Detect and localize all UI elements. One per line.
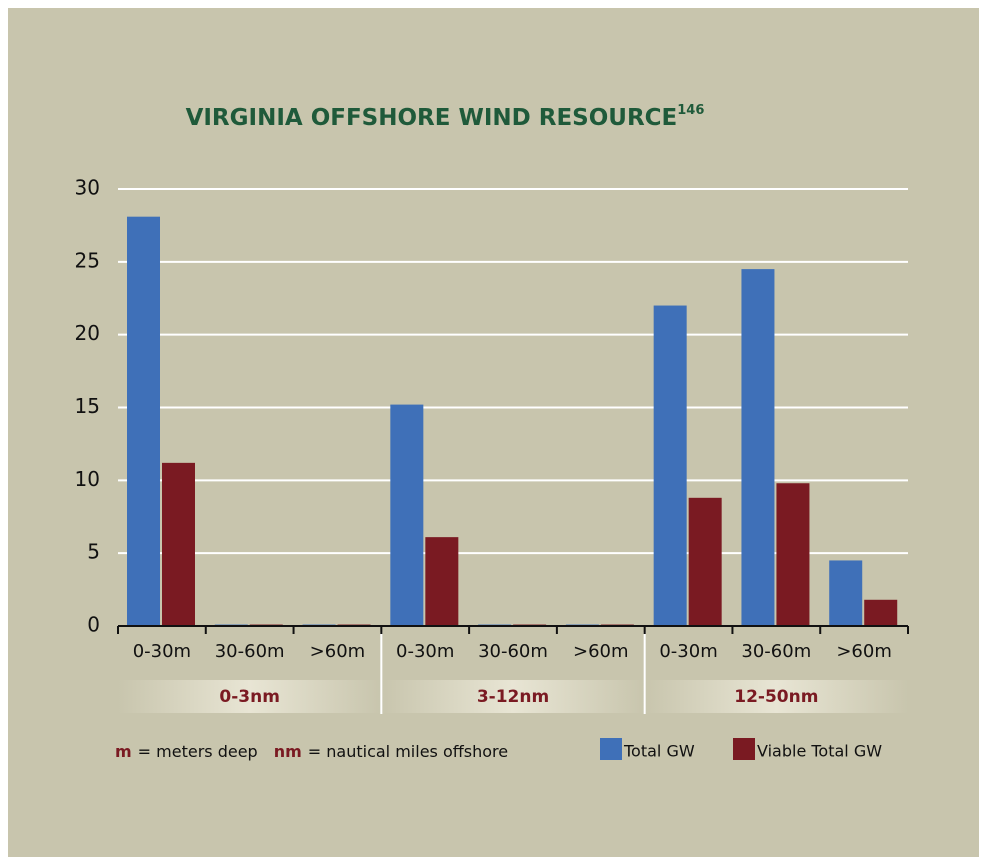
x-tick-label: 30-60m xyxy=(215,641,285,662)
group-band xyxy=(118,680,382,713)
bar xyxy=(425,537,459,626)
note-text: = nautical miles offshore xyxy=(308,742,508,761)
x-tick-label: 0-30m xyxy=(396,641,454,662)
group-label: 12-50nm xyxy=(734,687,818,707)
x-tick-label: >60m xyxy=(573,641,629,662)
bar xyxy=(688,497,722,626)
x-tick-label: 0-30m xyxy=(659,641,717,662)
chart-title: VIRGINIA OFFSHORE WIND RESOURCE146 xyxy=(186,103,705,131)
background xyxy=(8,8,979,857)
legend-swatch xyxy=(733,738,755,760)
x-tick-label: >60m xyxy=(310,641,366,662)
y-tick-label: 5 xyxy=(87,540,100,564)
note-text: = meters deep xyxy=(138,742,258,761)
bar xyxy=(127,216,160,626)
bar xyxy=(162,462,195,626)
x-tick-label: 0-30m xyxy=(133,641,191,662)
note: nm = nautical miles offshore xyxy=(274,742,508,761)
title-text: VIRGINIA OFFSHORE WIND RESOURCE xyxy=(186,105,678,131)
group-label: 0-3nm xyxy=(219,687,280,707)
x-tick-label: 30-60m xyxy=(741,641,811,662)
legend-label: Total GW xyxy=(623,742,695,761)
bar xyxy=(390,404,424,626)
group-band xyxy=(381,680,645,713)
y-tick-label: 20 xyxy=(75,321,100,345)
bar xyxy=(776,483,810,626)
legend-swatch xyxy=(600,738,622,760)
title-ref: 146 xyxy=(677,103,704,118)
bar xyxy=(829,560,863,626)
group-label: 3-12nm xyxy=(477,687,549,707)
note: m = meters deep xyxy=(115,742,258,761)
bar xyxy=(653,305,687,626)
y-tick-label: 15 xyxy=(75,394,100,418)
note-key: m xyxy=(115,742,132,761)
y-tick-label: 30 xyxy=(75,176,100,200)
y-tick-label: 0 xyxy=(87,613,100,637)
legend-label: Viable Total GW xyxy=(757,742,882,761)
y-tick-label: 10 xyxy=(75,467,100,491)
x-tick-label: >60m xyxy=(836,641,892,662)
bar xyxy=(741,269,775,626)
note-key: nm xyxy=(274,742,302,761)
bar xyxy=(864,599,898,626)
y-tick-label: 25 xyxy=(75,248,100,272)
group-band xyxy=(644,680,908,713)
x-tick-label: 30-60m xyxy=(478,641,548,662)
